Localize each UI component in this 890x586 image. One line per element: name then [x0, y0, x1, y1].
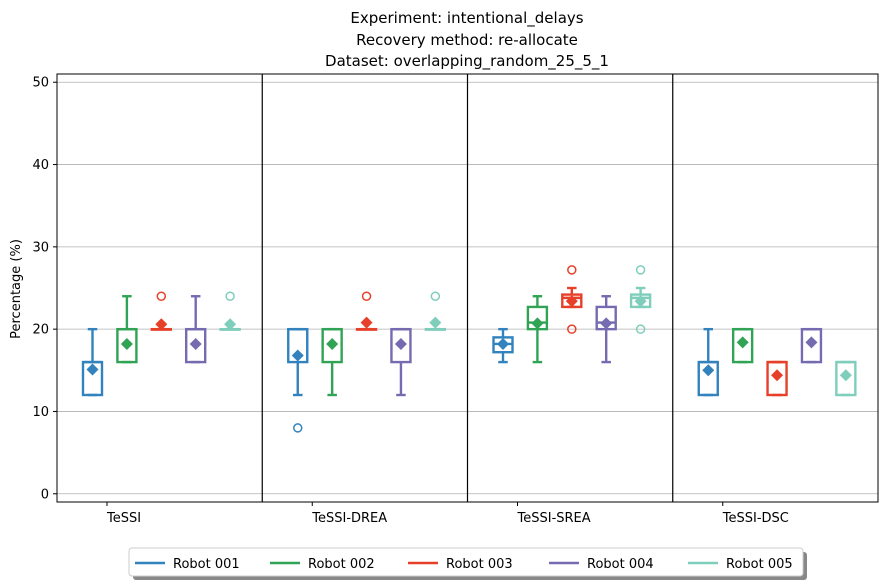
box-4-group-3: [595, 295, 617, 364]
outlier-point: [293, 423, 303, 433]
legend-label-3: Robot 003: [446, 557, 513, 572]
group-label-0: TeSSI: [106, 511, 141, 526]
mean-marker: [155, 318, 168, 331]
y-tick-label-40: 40: [32, 158, 49, 173]
box-5-group-4: [835, 360, 857, 397]
legend: Robot 001 Robot 002 Robot 003 Robot 004 Robo…: [128, 547, 807, 580]
mean-marker: [805, 336, 818, 349]
mean-marker: [326, 337, 339, 350]
legend-frame: [128, 547, 804, 577]
mean-marker: [531, 317, 544, 330]
title-line-3: Dataset: overlapping_random_25_5_1: [325, 52, 609, 71]
chart-title: Experiment: intentional_delays Recovery …: [325, 9, 609, 71]
outlier-point: [567, 324, 577, 334]
group-separators: [261, 74, 674, 502]
title-line-2: Recovery method: re-allocate: [356, 31, 578, 49]
box-4-group-4: [800, 327, 823, 364]
mean-marker: [839, 369, 852, 382]
legend-label-1: Robot 001: [173, 557, 240, 572]
box-1-group-2: [287, 327, 309, 433]
mean-marker: [771, 369, 784, 382]
mean-marker: [702, 364, 715, 377]
mean-marker: [429, 316, 442, 329]
box-2-group-4: [731, 327, 754, 364]
box-3-group-4: [766, 360, 788, 397]
outlier-point: [156, 291, 167, 301]
box-2-group-2: [321, 327, 343, 397]
title-line-1: Experiment: intentional_delays: [350, 9, 583, 28]
box-5-group-1: [219, 291, 241, 331]
mean-marker: [291, 349, 304, 362]
y-axis-label: Percentage (%): [9, 239, 24, 339]
y-tick-label-0: 0: [41, 487, 49, 502]
box-3-group-2: [355, 291, 378, 331]
mean-marker: [360, 316, 373, 329]
box-4-group-1: [184, 295, 207, 364]
mean-marker: [120, 337, 133, 350]
legend-items: Robot 001 Robot 002 Robot 003 Robot 004 Robo…: [135, 557, 793, 572]
legend-label-5: Robot 005: [726, 557, 793, 572]
y-tick-label-20: 20: [32, 323, 49, 338]
group-labels: TeSSI TeSSI-DREA TeSSI-SREA TeSSI-DSC: [106, 502, 789, 526]
group-label-3: TeSSI-DSC: [722, 511, 789, 526]
mean-marker: [394, 337, 407, 350]
boxes-layer: [81, 265, 857, 433]
mean-marker: [600, 317, 613, 330]
y-tick-label-30: 30: [32, 240, 49, 255]
mean-marker: [634, 295, 647, 308]
box-1-group-4: [697, 327, 719, 397]
outlier-point: [635, 265, 646, 275]
box-5-group-3: [629, 265, 652, 334]
box-1-group-1: [81, 327, 104, 397]
y-tick-label-10: 10: [32, 405, 49, 420]
group-label-1: TeSSI-DREA: [311, 511, 387, 526]
mean-marker: [86, 363, 99, 376]
box-3-group-3: [561, 265, 583, 334]
box-5-group-2: [424, 291, 447, 331]
box-2-group-1: [116, 295, 138, 364]
outlier-point: [567, 265, 577, 275]
box-4-group-2: [390, 327, 412, 397]
legend-label-4: Robot 004: [587, 557, 654, 572]
outlier-point: [361, 291, 372, 301]
mean-marker: [497, 337, 509, 350]
plot-frame: [56, 73, 879, 503]
mean-marker: [736, 336, 749, 349]
legend-label-2: Robot 002: [308, 557, 375, 572]
box-2-group-3: [526, 295, 549, 364]
mean-marker: [565, 295, 578, 308]
group-label-2: TeSSI-SREA: [517, 511, 591, 526]
mean-marker: [224, 318, 237, 331]
outlier-point: [430, 291, 441, 301]
box-1-group-3: [492, 327, 514, 364]
y-tick-label-50: 50: [32, 76, 49, 91]
box-3-group-1: [150, 291, 173, 331]
y-axis: 0 10 20 30 40 50: [32, 76, 57, 502]
mean-marker: [189, 337, 202, 350]
outlier-point: [635, 324, 646, 334]
outlier-point: [225, 291, 235, 301]
